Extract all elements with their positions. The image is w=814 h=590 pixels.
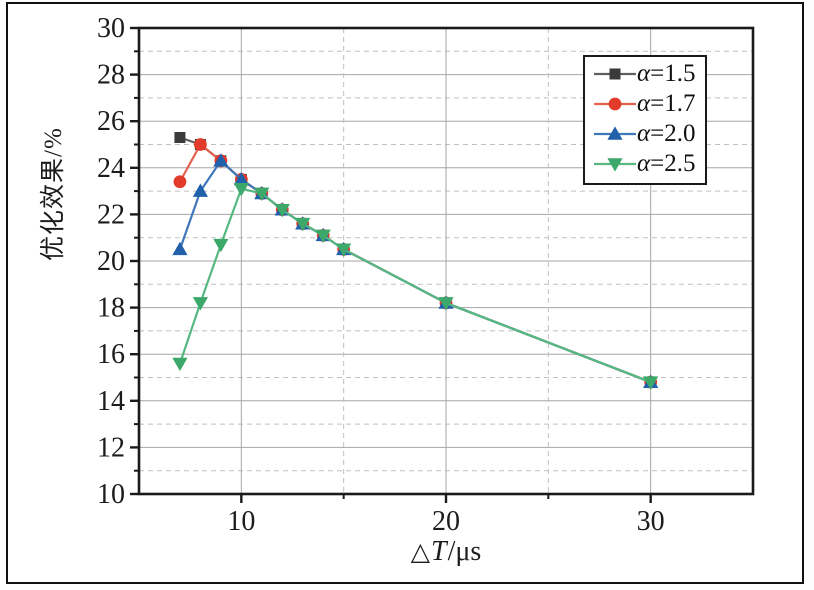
legend-marker-circle-icon	[594, 97, 636, 111]
series-marker-2	[192, 183, 208, 197]
y-tick-label: 30	[97, 13, 125, 44]
x-axis-variable: T	[430, 536, 447, 567]
series-line-2	[178, 159, 652, 384]
legend-marker-glyph	[608, 97, 622, 111]
x-axis-title: △T/μs	[139, 536, 753, 568]
x-tick-label: 10	[227, 506, 255, 537]
legend-marker-square-icon	[594, 68, 636, 80]
series-marker-2	[172, 241, 188, 256]
series-marker-3	[274, 203, 290, 218]
y-axis-title-text: 优化效果/%	[40, 127, 67, 261]
y-tick-label: 14	[97, 386, 125, 417]
y-tick-label: 28	[97, 60, 125, 91]
series-marker-3	[213, 238, 229, 253]
series-marker-3	[438, 297, 454, 311]
legend-marker-triangle-up-icon	[594, 126, 636, 140]
series-marker-1	[173, 175, 187, 189]
series-marker-3	[172, 357, 188, 372]
plot-frame	[137, 26, 755, 496]
legend-marker-glyph	[607, 126, 623, 140]
y-tick-label: 20	[97, 246, 125, 277]
series-marker-0	[174, 132, 186, 144]
series-marker-3	[233, 182, 249, 197]
legend-item-3: α=2.0	[593, 119, 695, 149]
series-marker-2	[213, 153, 229, 167]
x-tick-label: 30	[637, 506, 665, 537]
legend: α=1.5 α=1.7 α=2.0 α=2.5	[583, 55, 708, 185]
legend-marker-glyph	[607, 158, 623, 172]
y-tick-label: 22	[97, 199, 125, 230]
legend-label: α=1.5	[637, 60, 696, 87]
y-tick-label: 16	[97, 339, 125, 370]
legend-item-1: α=1.5	[593, 59, 695, 89]
y-tick-label: 26	[97, 106, 125, 137]
series-line-3	[178, 187, 652, 384]
series-line-1	[178, 143, 652, 384]
series-marker-3	[192, 297, 208, 311]
legend-label: α=2.0	[637, 120, 696, 147]
legend-label: α=1.7	[637, 90, 696, 117]
series-marker-3	[315, 229, 331, 243]
series-marker-2	[233, 171, 249, 186]
x-axis-unit: /μs	[447, 536, 482, 567]
series-marker-1	[194, 138, 207, 151]
legend-item-4: α=2.5	[593, 149, 695, 179]
delta-triangle-symbol: △	[410, 537, 430, 566]
legend-marker-glyph	[609, 68, 621, 80]
legend-marker-triangle-down-icon	[594, 158, 636, 172]
x-tick-label: 20	[432, 506, 460, 537]
legend-label: α=2.5	[637, 150, 696, 177]
series-marker-3	[295, 217, 311, 232]
y-tick-label: 10	[97, 479, 125, 510]
y-tick-label: 18	[97, 293, 125, 324]
y-tick-label: 24	[97, 153, 125, 184]
y-tick-label: 12	[97, 432, 125, 463]
series-marker-3	[643, 376, 659, 390]
legend-item-2: α=1.7	[593, 89, 695, 119]
series-marker-3	[254, 187, 270, 202]
series-line-0	[179, 136, 652, 384]
series-marker-3	[336, 243, 352, 257]
